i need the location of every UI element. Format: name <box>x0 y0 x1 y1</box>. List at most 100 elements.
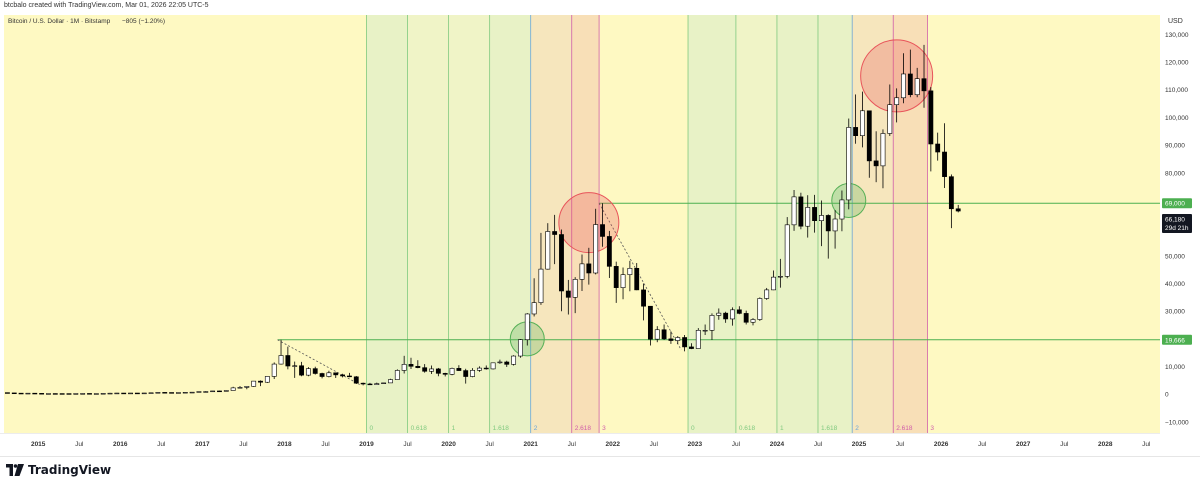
symbol-title: Bitcoin / U.S. Dollar · 1M · Bitstamp <box>8 18 111 25</box>
candle-body <box>217 390 222 393</box>
candle-body <box>326 372 332 377</box>
candle-body <box>230 387 236 391</box>
time-band <box>852 15 894 433</box>
candle-body <box>702 329 708 332</box>
fib-time-label: 0 <box>691 425 695 432</box>
time-band <box>366 15 408 433</box>
time-tick-label: Jul <box>1142 441 1151 448</box>
time-tick-label: Jul <box>486 441 495 448</box>
candle-body <box>470 369 475 377</box>
candle-body <box>353 376 359 384</box>
candle-body <box>668 338 674 341</box>
candle-body <box>798 196 804 227</box>
candle-body <box>169 392 175 394</box>
level-price-tag <box>1162 198 1192 209</box>
time-tick-label: 2017 <box>195 441 210 448</box>
candle-body <box>319 373 325 377</box>
candle-body <box>32 392 38 395</box>
time-tick-label: Jul <box>814 441 823 448</box>
candle-body <box>196 391 202 393</box>
candle-body <box>955 208 961 212</box>
candle-body <box>750 319 756 323</box>
candle-body <box>853 127 859 136</box>
time-tick-label: 2019 <box>359 441 374 448</box>
candle-body <box>675 337 681 341</box>
candle-body <box>545 231 551 270</box>
fib-time-label: 1 <box>780 425 784 432</box>
candle-body <box>771 276 776 291</box>
candle-body <box>11 392 17 395</box>
candle-body <box>80 393 86 395</box>
fib-time-label: 0.618 <box>739 425 756 432</box>
candle-body <box>723 312 729 320</box>
price-tick-label: 110,000 <box>1165 87 1188 94</box>
time-band <box>735 15 777 433</box>
candle-body <box>579 263 585 280</box>
candle-body <box>429 368 434 372</box>
level-price-tag <box>1162 334 1192 345</box>
fib-time-label: 3 <box>930 425 934 432</box>
time-band <box>571 15 600 433</box>
candle-body <box>600 224 605 237</box>
candle-body <box>777 276 783 278</box>
time-band <box>776 15 818 433</box>
candle-body <box>305 368 311 376</box>
tradingview-logo-icon <box>6 464 24 476</box>
fib-time-label: 2.618 <box>575 425 592 432</box>
time-tick-label: 2023 <box>688 441 703 448</box>
candle-body <box>271 363 277 377</box>
tradingview-logo[interactable]: TradingView <box>6 462 111 478</box>
candle-body <box>388 379 393 384</box>
candle-body <box>907 73 913 96</box>
symbol-change: −805 (−1.20%) <box>122 18 165 25</box>
candle-body <box>25 392 31 395</box>
candle-body <box>360 382 366 385</box>
level-price-tag-label: 19,666 <box>1165 337 1185 344</box>
candle-body <box>682 337 688 348</box>
current-price-countdown: 29d 21h <box>1165 225 1189 232</box>
candle-body <box>176 392 181 394</box>
candle-body <box>531 302 537 315</box>
candle-body <box>114 392 120 395</box>
price-chart[interactable]: 0 0.618 1 1.618 2 2.618 3 0 0.618 1 1.618 2 2.618 3 US… <box>0 13 1200 456</box>
candle-body <box>620 274 626 288</box>
current-price-tag <box>1162 214 1192 234</box>
time-tick-label: Jul <box>321 441 330 448</box>
candle-body <box>237 387 243 389</box>
candle-body <box>791 196 797 226</box>
candle-body <box>223 390 229 392</box>
candle-body <box>812 207 817 221</box>
candle-body <box>203 391 209 393</box>
candle-body <box>524 313 530 341</box>
candle-body <box>764 289 770 299</box>
candle-body <box>210 390 216 393</box>
candle-body <box>244 386 250 388</box>
candle-body <box>887 104 893 134</box>
time-tick-label: Jul <box>239 441 248 448</box>
time-tick-label: Jul <box>568 441 577 448</box>
time-tick-label: 2025 <box>852 441 867 448</box>
candle-body <box>59 393 65 395</box>
candle-body <box>18 392 24 395</box>
price-tick-label: 30,000 <box>1165 309 1185 316</box>
price-tick-label: 50,000 <box>1165 253 1185 260</box>
candle-body <box>839 199 845 220</box>
time-tick-label: Jul <box>650 441 659 448</box>
candle-body <box>490 362 496 370</box>
candle-body <box>251 380 257 387</box>
time-tick-label: 2022 <box>606 441 621 448</box>
candle-body <box>121 392 127 395</box>
candle-body <box>148 392 154 394</box>
candle-body <box>928 90 934 145</box>
candle-body <box>367 383 373 386</box>
time-tick-label: Jul <box>157 441 166 448</box>
candle-body <box>408 364 414 367</box>
candle-body <box>921 78 927 92</box>
fib-time-label: 1 <box>452 425 456 432</box>
trend-line <box>598 203 682 351</box>
candle-body <box>340 374 346 377</box>
candle-body <box>456 368 462 371</box>
candle-body <box>4 392 10 394</box>
candle-body <box>162 392 168 394</box>
candle-body <box>52 393 58 395</box>
